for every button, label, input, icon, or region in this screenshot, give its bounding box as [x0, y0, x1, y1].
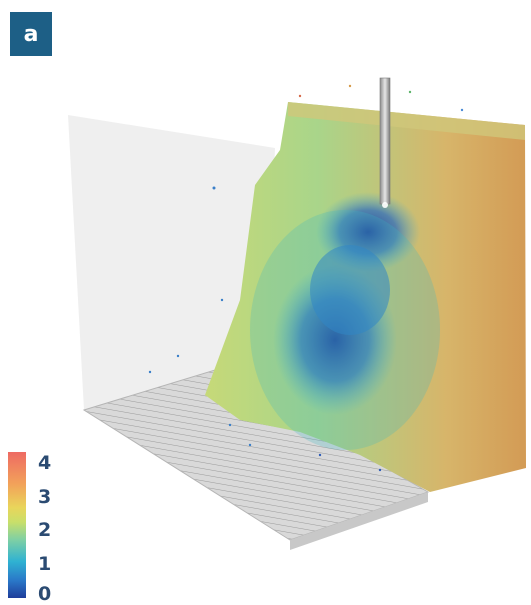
injection-pipe	[379, 77, 391, 205]
floor-front	[290, 492, 428, 550]
jet-plume-mid	[310, 245, 390, 335]
colorbar	[8, 452, 26, 598]
plume-halo	[250, 210, 440, 450]
panel-label: a	[10, 12, 52, 56]
colorbar-tick-2: 2	[38, 519, 52, 541]
colorbar-tick-3: 3	[38, 486, 52, 508]
colorbar-tick-4: 4	[38, 452, 52, 474]
particles	[148, 84, 464, 472]
wall-top-edge	[288, 102, 525, 140]
colorbar-tick-1: 1	[38, 553, 52, 575]
pipe-tip	[382, 202, 388, 208]
colorbar-tick-0: 0	[38, 583, 52, 605]
